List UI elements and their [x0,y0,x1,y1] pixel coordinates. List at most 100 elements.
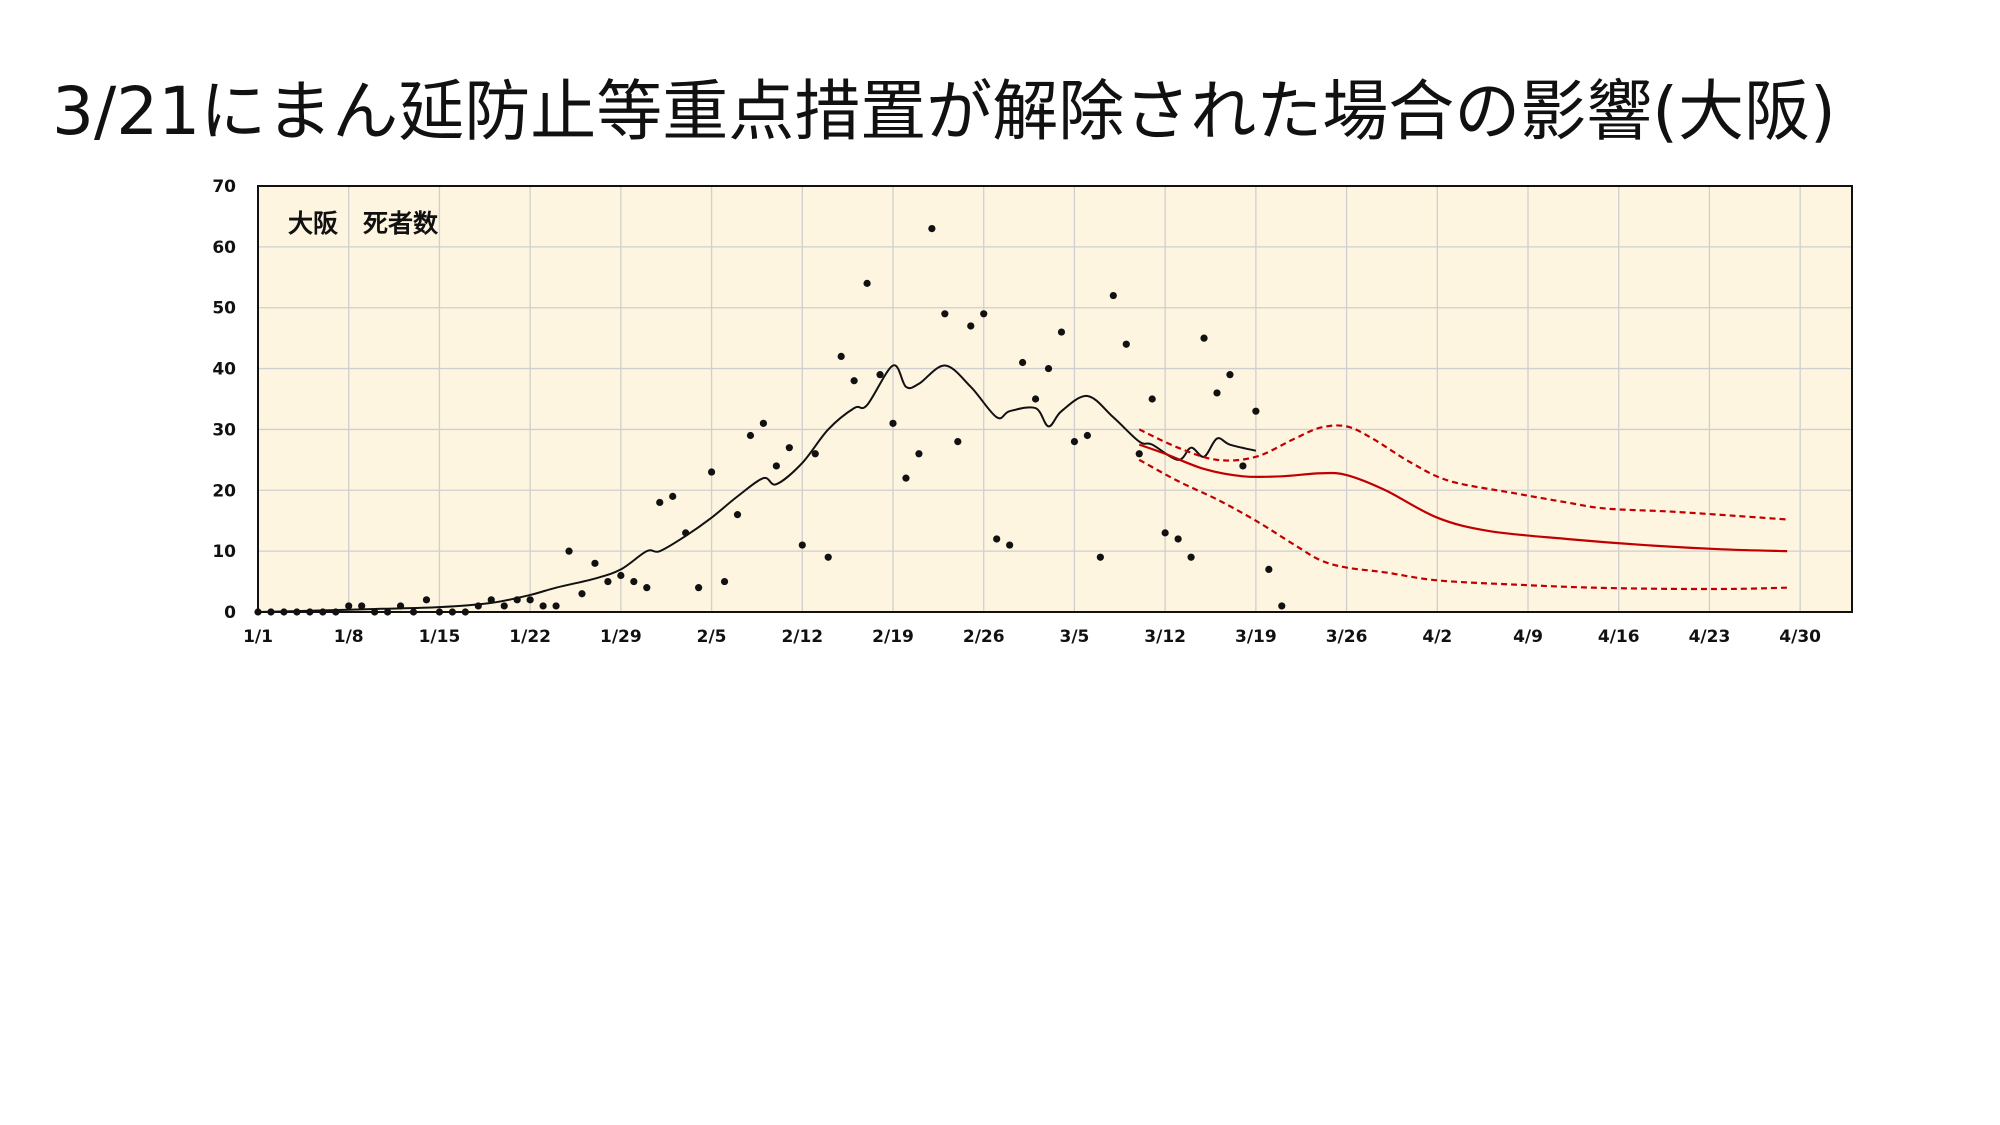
x-tick-label: 3/12 [1144,627,1186,647]
y-tick-label: 10 [212,542,236,562]
data-point [824,553,832,561]
data-point [954,438,962,446]
series-layer [257,364,1788,613]
data-point [1265,565,1273,574]
data-point [863,279,871,287]
chart-inset-label: 大阪 死者数 [288,209,439,238]
data-point [1148,395,1156,403]
projection-line [1138,443,1788,553]
x-tick-label: 3/5 [1060,627,1090,647]
data-point [630,577,638,586]
data-point [837,352,845,360]
y-tick-label: 0 [224,603,236,623]
x-tick-label: 1/22 [509,627,551,647]
data-point [811,450,819,458]
plot-area [258,186,1852,612]
data-point [1083,431,1091,440]
data-point [1122,340,1130,348]
y-tick-label: 60 [212,238,236,258]
data-point [1252,407,1260,415]
data-point [500,602,508,610]
data-point [733,511,742,519]
x-tick-label: 4/9 [1513,627,1543,647]
data-point [1200,334,1208,342]
y-tick-label: 50 [212,299,236,319]
data-point [565,547,573,555]
x-tick-label: 4/30 [1779,627,1821,647]
data-point [915,450,923,458]
y-tick-label: 70 [212,177,236,197]
x-tick-label: 4/23 [1689,627,1731,647]
y-tick-label: 30 [212,420,236,440]
data-point [1096,553,1104,561]
data-point [669,492,677,500]
data-point [1226,371,1234,379]
data-point [474,602,482,610]
x-tick-label: 2/5 [697,627,727,647]
data-point [1057,328,1066,336]
y-axis-ticks: 0 10 20 30 40 50 60 70 [212,177,236,623]
data-point [578,590,586,598]
x-tick-label: 3/26 [1326,627,1368,647]
data-point [759,419,768,427]
data-point [1031,395,1040,403]
data-point [850,377,858,385]
data-point [785,444,793,452]
data-point [539,602,547,610]
x-tick-label: 1/1 [243,627,273,647]
data-point [1044,364,1053,373]
data-point [1174,535,1182,543]
x-tick-label: 2/19 [872,627,914,647]
x-tick-label: 1/29 [600,627,642,647]
data-point [889,419,897,427]
x-axis-ticks: 1/1 1/8 1/15 1/22 1/29 2/5 2/12 2/19 2/26 3/5 3/12… [243,627,1821,647]
x-tick-label: 2/26 [963,627,1005,647]
data-point [1187,553,1195,561]
data-point [552,602,560,610]
data-point [604,577,612,586]
data-point [513,596,521,604]
x-tick-label: 1/8 [334,627,364,647]
data-point [993,535,1001,543]
data-point [617,571,625,580]
data-point [695,584,703,592]
data-points [254,225,1286,616]
data-point [643,584,651,592]
x-tick-label: 4/2 [1422,627,1452,647]
data-point [902,474,910,482]
data-point [487,596,495,604]
data-point [928,225,936,233]
x-tick-label: 2/12 [781,627,823,647]
data-point [396,602,405,610]
x-tick-label: 1/15 [419,627,461,647]
slide-title: 3/21にまん延防止等重点措置が解除された場合の影響(大阪) [52,73,1836,150]
y-tick-label: 40 [212,360,236,380]
data-point [1239,462,1247,470]
data-point [980,310,988,318]
data-point [1161,529,1169,537]
data-point [656,498,664,507]
plot-frame [257,185,1853,613]
y-tick-label: 20 [212,481,236,501]
data-point [941,310,949,318]
data-point [1006,541,1014,549]
data-point [1019,358,1027,367]
data-point [1109,291,1117,300]
data-point [720,577,729,586]
data-point [422,596,431,604]
data-point [1278,602,1286,610]
data-point [358,602,366,610]
projection-bound-line [1138,424,1788,521]
data-point [591,559,599,567]
data-point [772,462,780,470]
data-point [345,602,353,610]
data-point [746,431,755,440]
data-point [682,529,690,537]
x-tick-label: 4/16 [1598,627,1640,647]
observed-average-line [257,364,1257,613]
data-point [1213,389,1221,397]
data-point [1135,450,1143,458]
data-point [707,468,716,476]
data-point [526,596,534,604]
